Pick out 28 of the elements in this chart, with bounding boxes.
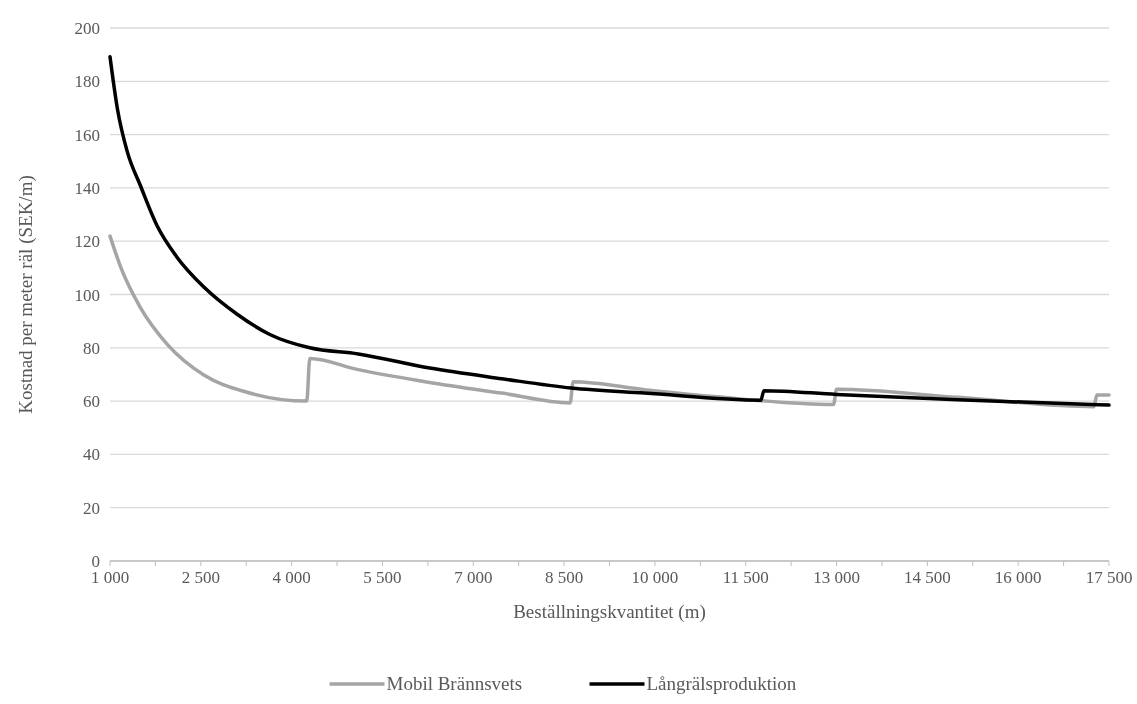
y-tick-label: 100	[74, 285, 100, 305]
legend-label: Mobil Brännsvets	[386, 673, 523, 694]
legend-label: Långrälsproduktion	[646, 673, 797, 694]
x-tick-label: 1 000	[90, 568, 130, 587]
x-tick-label: 4 000	[272, 568, 311, 587]
x-tick-label: 2 500	[181, 568, 220, 587]
line-series	[108, 55, 1111, 407]
x-tick-label: 11 500	[722, 568, 769, 587]
x-tick-label: 8 500	[544, 568, 584, 587]
y-tick-label: 140	[74, 178, 100, 198]
y-axis-title: Kostnad per meter räl (SEK/m)	[15, 175, 37, 414]
y-tick-label: 200	[74, 19, 100, 38]
x-tick-label: 5 500	[363, 568, 402, 587]
x-tick-label: 13 000	[813, 568, 860, 587]
x-tick-label: 14 500	[903, 568, 951, 587]
y-tick-label: 20	[83, 498, 100, 518]
x-axis-title: Beställningskvantitet (m)	[513, 601, 706, 623]
x-tick-label: 16 000	[994, 568, 1042, 587]
y-tick-label: 60	[83, 392, 100, 412]
y-tick-label: 160	[74, 125, 100, 145]
y-tick-label: 80	[83, 338, 100, 358]
y-tick-label: 120	[74, 232, 100, 252]
y-tick-label: 180	[74, 72, 100, 92]
x-tick-label: 17 500	[1085, 568, 1133, 587]
y-tick-label: 0	[91, 552, 100, 571]
x-tick-label: 7 000	[454, 568, 493, 587]
x-tick-label: 10 000	[631, 568, 679, 587]
y-tick-label: 40	[83, 445, 100, 465]
